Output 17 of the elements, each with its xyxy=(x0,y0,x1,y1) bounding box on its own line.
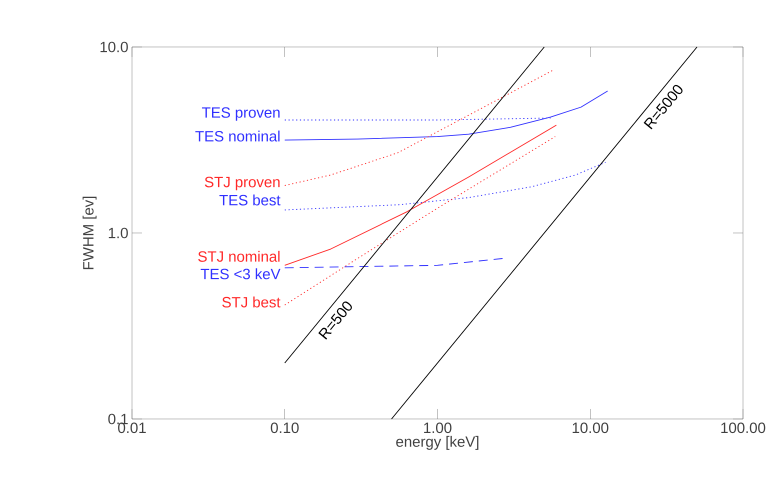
series-label: TES nominal xyxy=(195,130,280,142)
y-tick-label: 1.0 xyxy=(108,228,128,238)
series-label: TES <3 keV xyxy=(200,268,280,280)
series-label: STJ proven xyxy=(204,176,280,190)
series-label: TES best xyxy=(219,194,280,206)
x-tick-label: 1.00 xyxy=(424,422,452,434)
x-tick-label: 0.10 xyxy=(270,422,299,434)
x-tick-label: 10.00 xyxy=(572,422,608,434)
x-axis-title: energy [keV] xyxy=(396,436,478,450)
series-label: STJ nominal xyxy=(198,250,280,262)
x-tick-label: 0.01 xyxy=(118,422,146,434)
series-label: TES proven xyxy=(202,107,280,121)
y-tick-label: 10.0 xyxy=(100,42,128,52)
y-tick-label: 0.1 xyxy=(108,414,128,424)
series-label: STJ best xyxy=(222,296,280,308)
y-axis-title: FWHM [ev] xyxy=(82,196,97,270)
x-tick-label: 100.00 xyxy=(721,422,766,434)
